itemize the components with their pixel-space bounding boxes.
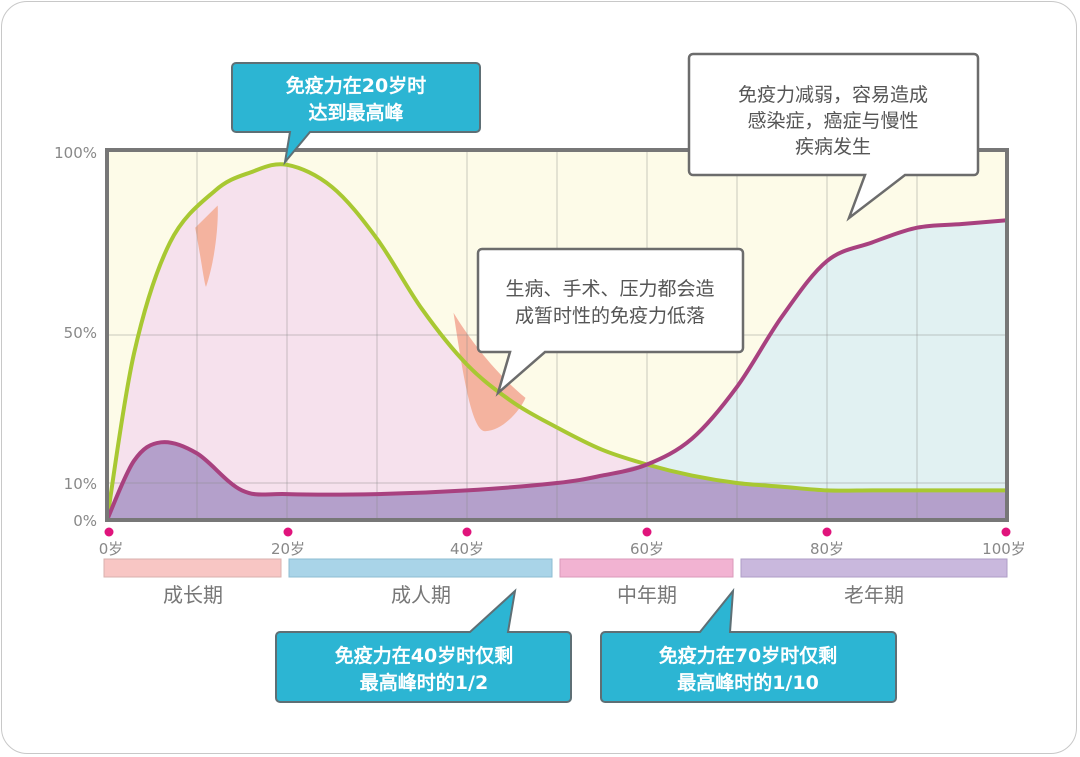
callout-illness-line2: 成暂时性的免疫力低落 (515, 305, 705, 327)
callout-age40-line1: 免疫力在40岁时仅剩 (335, 644, 513, 667)
callout-decline-line1: 免疫力减弱，容易造成 (738, 84, 928, 106)
plot-border (105, 148, 1009, 522)
x-tick-dot (462, 527, 472, 537)
x-tick-label: 60岁 (630, 540, 664, 558)
callout-decline-line2: 感染症，癌症与慢性 (747, 110, 918, 132)
stage-bar-middle (559, 558, 734, 578)
series-line-immunity (107, 162, 1007, 520)
x-tick-label: 80岁 (810, 540, 844, 558)
callout-peak-line2: 达到最高峰 (308, 101, 404, 124)
stage-bar-adult (288, 558, 553, 578)
young-area (107, 164, 1007, 520)
callout-age70: 免疫力在70岁时仅剩 最高峰时的1/10 (600, 587, 897, 703)
x-tick-dot (104, 527, 114, 537)
callout-illness: 生病、手术、压力都会造 成暂时性的免疫力低落 (476, 247, 745, 397)
callout-peak-line1: 免疫力在20岁时 (286, 74, 426, 97)
y-tick-label: 50% (64, 324, 97, 342)
stage-bar-elder (740, 558, 1008, 578)
stage-label-middle: 中年期 (617, 583, 677, 607)
x-tick-dot (642, 527, 652, 537)
callout-decline-line3: 疾病发生 (795, 136, 871, 158)
x-tick-label: 0岁 (99, 540, 124, 558)
x-tick-dot (822, 527, 832, 537)
temporary-dip-adult (453, 312, 526, 432)
stage-label-adult: 成人期 (391, 583, 451, 607)
x-tick-dot (1001, 527, 1011, 537)
elder-area (602, 220, 1007, 520)
callout-illness-line1: 生病、手术、压力都会造 (505, 278, 714, 300)
callout-peak: 免疫力在20岁时 达到最高峰 (231, 62, 481, 166)
callout-age70-line1: 免疫力在70岁时仅剩 (659, 644, 837, 667)
x-axis: 0岁 20岁 40岁 60岁 80岁 100岁 (99, 527, 1026, 558)
temporary-dip-childhood (195, 205, 218, 287)
y-axis: 0% 10% 50% 100% (54, 144, 97, 530)
x-tick-label: 20岁 (271, 540, 305, 558)
callout-age40-line2: 最高峰时的1/2 (360, 671, 488, 694)
x-tick-dot (283, 527, 293, 537)
series-line-second (107, 218, 1007, 520)
x-tick-label: 40岁 (450, 540, 484, 558)
y-tick-label: 100% (54, 144, 97, 162)
stage-bars: 成长期 成人期 中年期 老年期 (103, 558, 1008, 607)
y-tick-label: 10% (64, 475, 97, 493)
y-tick-label: 0% (73, 512, 97, 530)
low-area (107, 442, 1007, 520)
x-tick-label: 100岁 (982, 540, 1026, 558)
stage-label-elder: 老年期 (844, 583, 904, 607)
stage-bar-growth (103, 558, 282, 578)
stage-label-growth: 成长期 (163, 583, 223, 607)
callout-age70-line2: 最高峰时的1/10 (677, 671, 819, 694)
callout-decline: 免疫力减弱，容易造成 感染症，癌症与慢性 疾病发生 (687, 52, 980, 222)
callout-age40: 免疫力在40岁时仅剩 最高峰时的1/2 (275, 588, 572, 703)
